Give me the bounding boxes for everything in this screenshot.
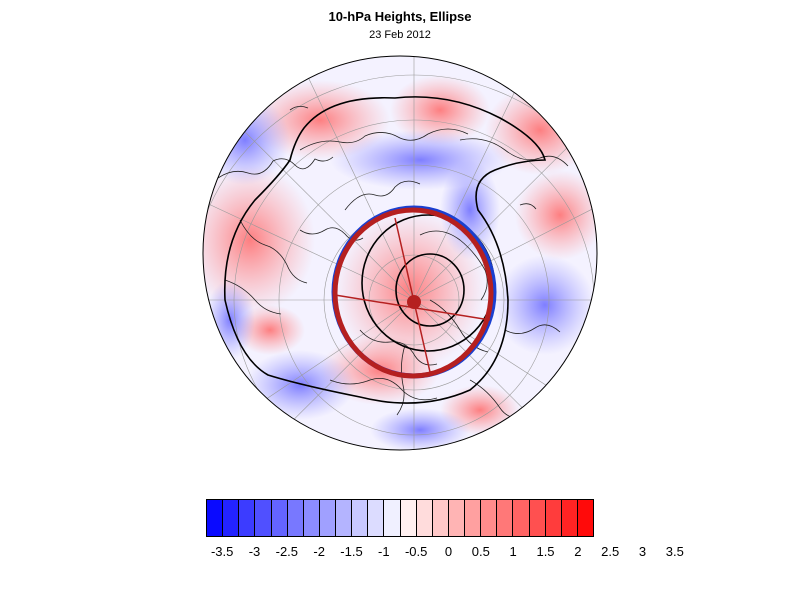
colorbar-tick-label: 1.5: [536, 544, 555, 559]
colorbar-labels: -3.5 -3 -2.5 -2 -1.5 -1 -0.5 0 0.5 1 1.5 2 2.5 3 3.5: [0, 544, 800, 564]
colorbar-cell: [352, 500, 369, 536]
colorbar-tick-label: -1.5: [340, 544, 363, 559]
colorbar-cell: [497, 500, 514, 536]
colorbar-cell: [432, 500, 449, 536]
colorbar-cell: [513, 500, 530, 536]
colorbar-tick-label: -0.5: [404, 544, 428, 559]
colorbar-cell: [287, 500, 304, 536]
colorbar-cell: [207, 500, 224, 536]
colorbar-cell: [416, 500, 433, 536]
plot-title: 10-hPa Heights, Ellipse: [328, 9, 472, 24]
colorbar-cell: [465, 500, 482, 536]
colorbar: [206, 499, 594, 537]
colorbar-cell: [223, 500, 240, 536]
colorbar-cell: [319, 500, 336, 536]
colorbar-cell: [384, 500, 401, 536]
colorbar-tick-label: -2.5: [275, 544, 299, 559]
colorbar-cell: [448, 500, 465, 536]
vortex-ellipse: [331, 205, 497, 379]
colorbar-cell: [303, 500, 320, 536]
colorbar-cell: [255, 500, 272, 536]
colorbar-tick-label: 2.5: [601, 544, 620, 559]
colorbar-tick-label: 0: [444, 544, 453, 559]
colorbar-tick-label: 3.5: [665, 544, 684, 559]
colorbar-tick-label: 0.5: [471, 544, 490, 559]
colorbar-cell: [400, 500, 417, 536]
polar-map: [202, 55, 598, 451]
colorbar-tick-label: -3.5: [210, 544, 234, 559]
colorbar-tick-label: 3: [638, 544, 647, 559]
colorbar-tick-label: -1: [378, 544, 390, 559]
colorbar-cell: [239, 500, 256, 536]
colorbar-cell: [561, 500, 578, 536]
vortex-center-marker: [407, 295, 421, 309]
colorbar-cell: [368, 500, 385, 536]
colorbar-tick-label: -2: [313, 544, 325, 559]
colorbar-tick-label: -3: [248, 544, 261, 559]
coastlines: [217, 106, 569, 419]
colorbar-tick-label: 1: [509, 544, 517, 559]
globe-border: [202, 55, 598, 451]
anomaly-field: [203, 56, 597, 450]
colorbar-cell: [545, 500, 562, 536]
colorbar-cell: [336, 500, 353, 536]
plot-date: 23 Feb 2012: [369, 29, 431, 41]
colorbar-cell: [481, 500, 498, 536]
graticule: [203, 56, 597, 450]
colorbar-cell: [271, 500, 288, 536]
colorbar-cell: [529, 500, 546, 536]
colorbar-tick-label: 2: [574, 544, 582, 559]
colorbar-cell: [577, 500, 593, 536]
